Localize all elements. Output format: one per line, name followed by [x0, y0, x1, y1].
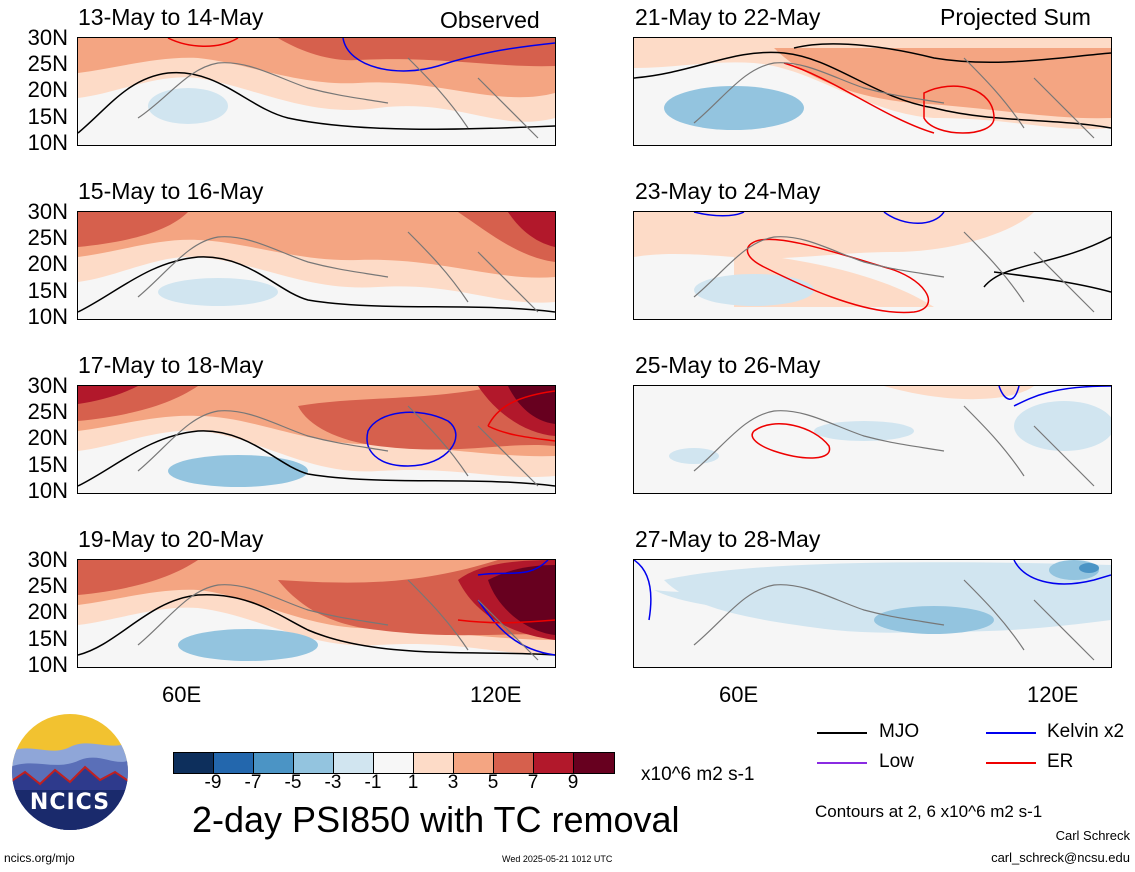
email[interactable]: carl_schreck@ncsu.edu	[991, 850, 1130, 865]
lat-label: 20N	[27, 425, 68, 450]
legend-line-low	[817, 762, 867, 764]
lat-label: 25N	[27, 225, 68, 250]
panel-title-7: 25-May to 26-May	[635, 352, 821, 378]
panel-title-5: 21-May to 22-May	[635, 4, 821, 30]
lon-label-120e-right: 120E	[1027, 682, 1079, 707]
ncics-logo[interactable]: NCICS	[10, 712, 130, 832]
colorbar-units: x10^6 m2 s-1	[641, 764, 755, 785]
map-panel-proj-1	[633, 37, 1112, 146]
map-panel-obs-3	[77, 385, 556, 494]
legend-line-kelvin	[986, 732, 1036, 734]
colorbar-swatch	[454, 753, 494, 773]
colorbar-swatch	[494, 753, 534, 773]
lat-label: 25N	[27, 399, 68, 424]
map-panel-proj-3	[633, 385, 1112, 494]
anomaly-map	[634, 386, 1111, 493]
colorbar-swatch	[334, 753, 374, 773]
panel-title-3: 17-May to 18-May	[78, 352, 264, 378]
colorbar-tick-label: 9	[567, 772, 579, 793]
lat-label: 20N	[27, 599, 68, 624]
anomaly-map	[634, 38, 1111, 145]
lat-label: 30N	[27, 199, 68, 224]
legend-label-er: ER	[1047, 751, 1074, 772]
lat-label: 25N	[27, 51, 68, 76]
logo-text: NCICS	[29, 790, 111, 815]
lat-label: 10N	[27, 130, 68, 155]
colorbar-tick-label: 5	[487, 772, 499, 793]
author: Carl Schreck	[1055, 828, 1130, 843]
source-url[interactable]: ncics.org/mjo	[4, 851, 75, 865]
lat-label: 25N	[27, 573, 68, 598]
map-panel-proj-4	[633, 559, 1112, 668]
anomaly-map	[634, 212, 1111, 319]
panel-title-6: 23-May to 24-May	[635, 178, 821, 204]
colorbar-tick-label: 7	[527, 772, 539, 793]
map-panel-proj-2	[633, 211, 1112, 320]
colorbar-tick-label: 3	[447, 772, 459, 793]
colorbar-swatch	[254, 753, 294, 773]
legend-line-mjo	[817, 732, 867, 734]
panel-title-4: 19-May to 20-May	[78, 526, 264, 552]
colorbar-swatch	[414, 753, 454, 773]
lat-label: 15N	[27, 278, 68, 303]
colorbar-swatch	[534, 753, 574, 773]
lat-label: 30N	[27, 547, 68, 572]
colorbar-tick-label: -3	[324, 772, 342, 793]
timestamp: Wed 2025-05-21 1012 UTC	[502, 854, 613, 864]
anomaly-map	[78, 560, 555, 667]
lon-label-60e-right: 60E	[719, 682, 759, 707]
lat-label: 10N	[27, 478, 68, 503]
lon-label-60e-left: 60E	[162, 682, 202, 707]
contours-note: Contours at 2, 6 x10^6 m2 s-1	[815, 802, 1043, 821]
anomaly-map	[78, 386, 555, 493]
lat-label: 30N	[27, 373, 68, 398]
panel-title-8: 27-May to 28-May	[635, 526, 821, 552]
legend-line-er	[986, 762, 1036, 764]
legend-label-low: Low	[879, 751, 914, 772]
anomaly-map	[634, 560, 1111, 667]
legend-label-mjo: MJO	[879, 721, 920, 742]
legend-label-kelvin: Kelvin x2	[1047, 721, 1125, 742]
map-panel-obs-1	[77, 37, 556, 146]
ncics-logo-graphic	[12, 714, 128, 830]
main-title: 2-day PSI850 with TC removal	[192, 799, 680, 840]
lat-label: 15N	[27, 104, 68, 129]
map-panel-obs-2	[77, 211, 556, 320]
lat-label: 10N	[27, 304, 68, 329]
anomaly-map	[78, 38, 555, 145]
lon-label-120e-left: 120E	[470, 682, 522, 707]
colorbar-tick-label: -1	[364, 772, 382, 793]
colorbar-tick-label: -9	[204, 772, 222, 793]
colorbar-tick-label: -5	[284, 772, 302, 793]
lat-label: 20N	[27, 251, 68, 276]
colorbar-swatch	[214, 753, 254, 773]
observed-label: Observed	[440, 7, 540, 33]
lat-label: 30N	[27, 25, 68, 50]
anomaly-map	[78, 212, 555, 319]
panel-title-2: 15-May to 16-May	[78, 178, 264, 204]
colorbar-tick-label: 1	[407, 772, 419, 793]
colorbar-swatch	[374, 753, 414, 773]
panel-title-1: 13-May to 14-May	[78, 4, 264, 30]
lat-label: 10N	[27, 652, 68, 677]
colorbar	[173, 752, 615, 774]
colorbar-swatch	[294, 753, 334, 773]
colorbar-swatch	[174, 753, 214, 773]
colorbar-tick-label: -7	[244, 772, 262, 793]
lat-label: 15N	[27, 626, 68, 651]
lat-label: 20N	[27, 77, 68, 102]
colorbar-swatch	[574, 753, 614, 773]
projected-label: Projected Sum	[940, 4, 1091, 30]
map-panel-obs-4	[77, 559, 556, 668]
lat-label: 15N	[27, 452, 68, 477]
